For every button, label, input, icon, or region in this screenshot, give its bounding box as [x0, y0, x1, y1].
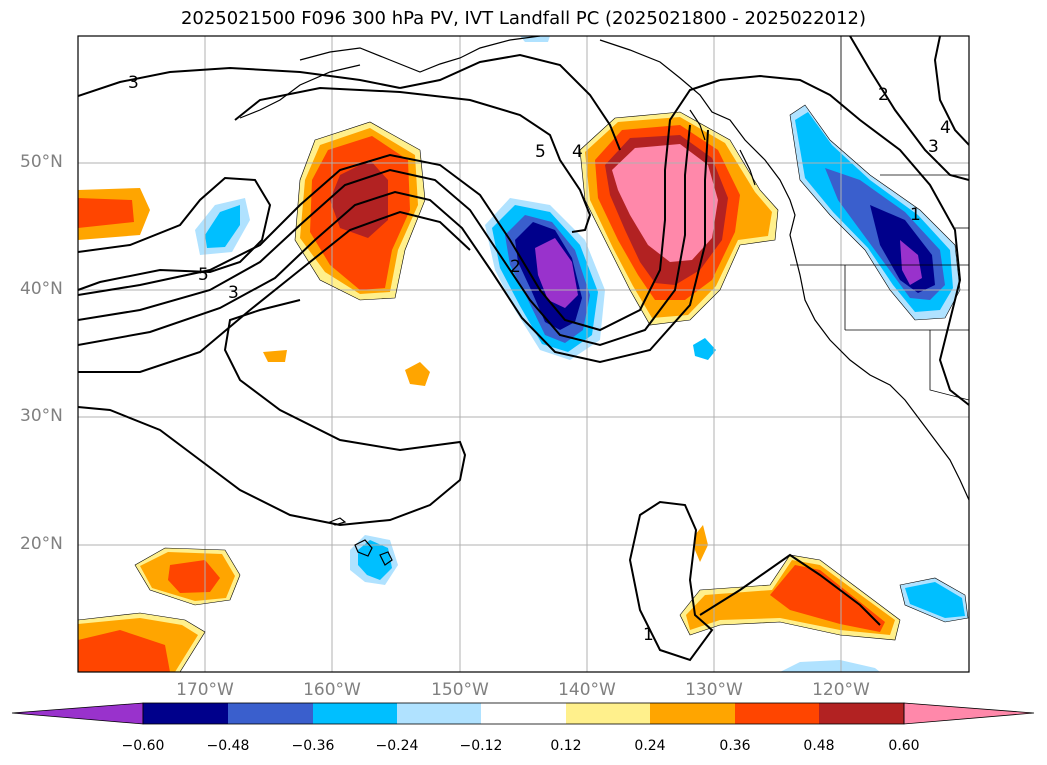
colorbar-label: −0.48	[206, 738, 250, 754]
contour-label: 4	[940, 118, 951, 138]
colorbar-label: −0.36	[291, 738, 335, 754]
contour-outer-west	[78, 176, 272, 291]
contour-east-2	[849, 36, 969, 181]
contour-label: 2	[878, 85, 889, 105]
lon-label: 170°W	[176, 680, 234, 700]
graticule	[78, 36, 969, 672]
negative-anomaly-coast-core	[900, 240, 922, 285]
colorbar-extend-left	[11, 702, 144, 725]
positive-anomaly-se-c	[770, 565, 885, 632]
colorbar-label: 0.36	[719, 738, 751, 754]
contour-inner-1	[78, 124, 691, 347]
lon-label: 120°W	[812, 680, 870, 700]
contour-label: 3	[928, 137, 939, 157]
lon-label: 130°W	[685, 680, 743, 700]
colorbar-label: −0.12	[459, 738, 503, 754]
coastlines	[239, 36, 969, 566]
contour-label: 2	[510, 257, 521, 277]
contour-east-3	[933, 36, 969, 146]
contour-labels: 3 5 3 5 4 2 2 4 3 1 1	[128, 73, 951, 645]
lat-label: 30°N	[20, 406, 63, 426]
negative-anomaly-hawaii-core	[358, 540, 392, 580]
contour-1-south	[628, 500, 714, 662]
contour-south-se	[699, 553, 881, 626]
positive-anomaly-sub	[695, 525, 708, 562]
positive-anomaly-tiny-2	[405, 362, 430, 386]
contour-north-ridge	[234, 86, 592, 233]
lon-label: 160°W	[303, 680, 361, 700]
contour-loop-south	[78, 210, 471, 373]
borders	[790, 36, 969, 401]
negative-anomaly-small-core	[205, 205, 240, 248]
lat-label: 20°N	[20, 534, 63, 554]
colorbar-label: 0.48	[803, 738, 835, 754]
contour-3-north	[78, 66, 401, 97]
positive-anomaly-west-core	[78, 198, 134, 228]
negative-anomaly-tiny	[693, 338, 716, 360]
colorbar-label: 0.24	[634, 738, 666, 754]
colorbar-label: 0.12	[550, 738, 582, 754]
lon-label: 140°W	[558, 680, 616, 700]
contour-5-loop	[78, 79, 721, 332]
contour-3-south	[78, 299, 467, 527]
positive-anomaly-sw-1c	[168, 560, 220, 593]
contour-label: 5	[535, 142, 546, 162]
map-frame	[77, 35, 970, 673]
positive-anomaly-sw-2c	[78, 630, 170, 672]
contour-label: 4	[572, 142, 583, 162]
positive-anomaly-tiny-1	[263, 350, 287, 362]
negative-anomaly-se-core	[905, 582, 965, 618]
colorbar-label: 0.60	[888, 738, 920, 754]
colorbar	[11, 702, 1035, 725]
pv-contours	[78, 36, 969, 662]
colorbar-label: −0.24	[375, 738, 419, 754]
colorbar-label: −0.60	[121, 738, 165, 754]
contour-label: 1	[643, 625, 654, 645]
contour-label: 1	[910, 205, 921, 225]
contour-east-1	[719, 74, 969, 406]
contour-label: 3	[228, 283, 239, 303]
lon-label: 150°W	[431, 680, 489, 700]
lat-label: 40°N	[20, 279, 63, 299]
contour-label: 3	[128, 73, 139, 93]
contour-outer-north	[399, 53, 621, 151]
contour-label: 5	[198, 265, 209, 285]
thin-contours	[78, 104, 969, 672]
contour-inner-2	[78, 129, 709, 364]
map-title: 2025021500 F096 300 hPa PV, IVT Landfall…	[180, 8, 867, 29]
positive-anomaly-central-core	[330, 160, 388, 238]
negative-anomaly-bottom	[780, 660, 880, 672]
colorbar-extend-right	[903, 702, 1035, 725]
lat-label: 50°N	[20, 152, 63, 172]
